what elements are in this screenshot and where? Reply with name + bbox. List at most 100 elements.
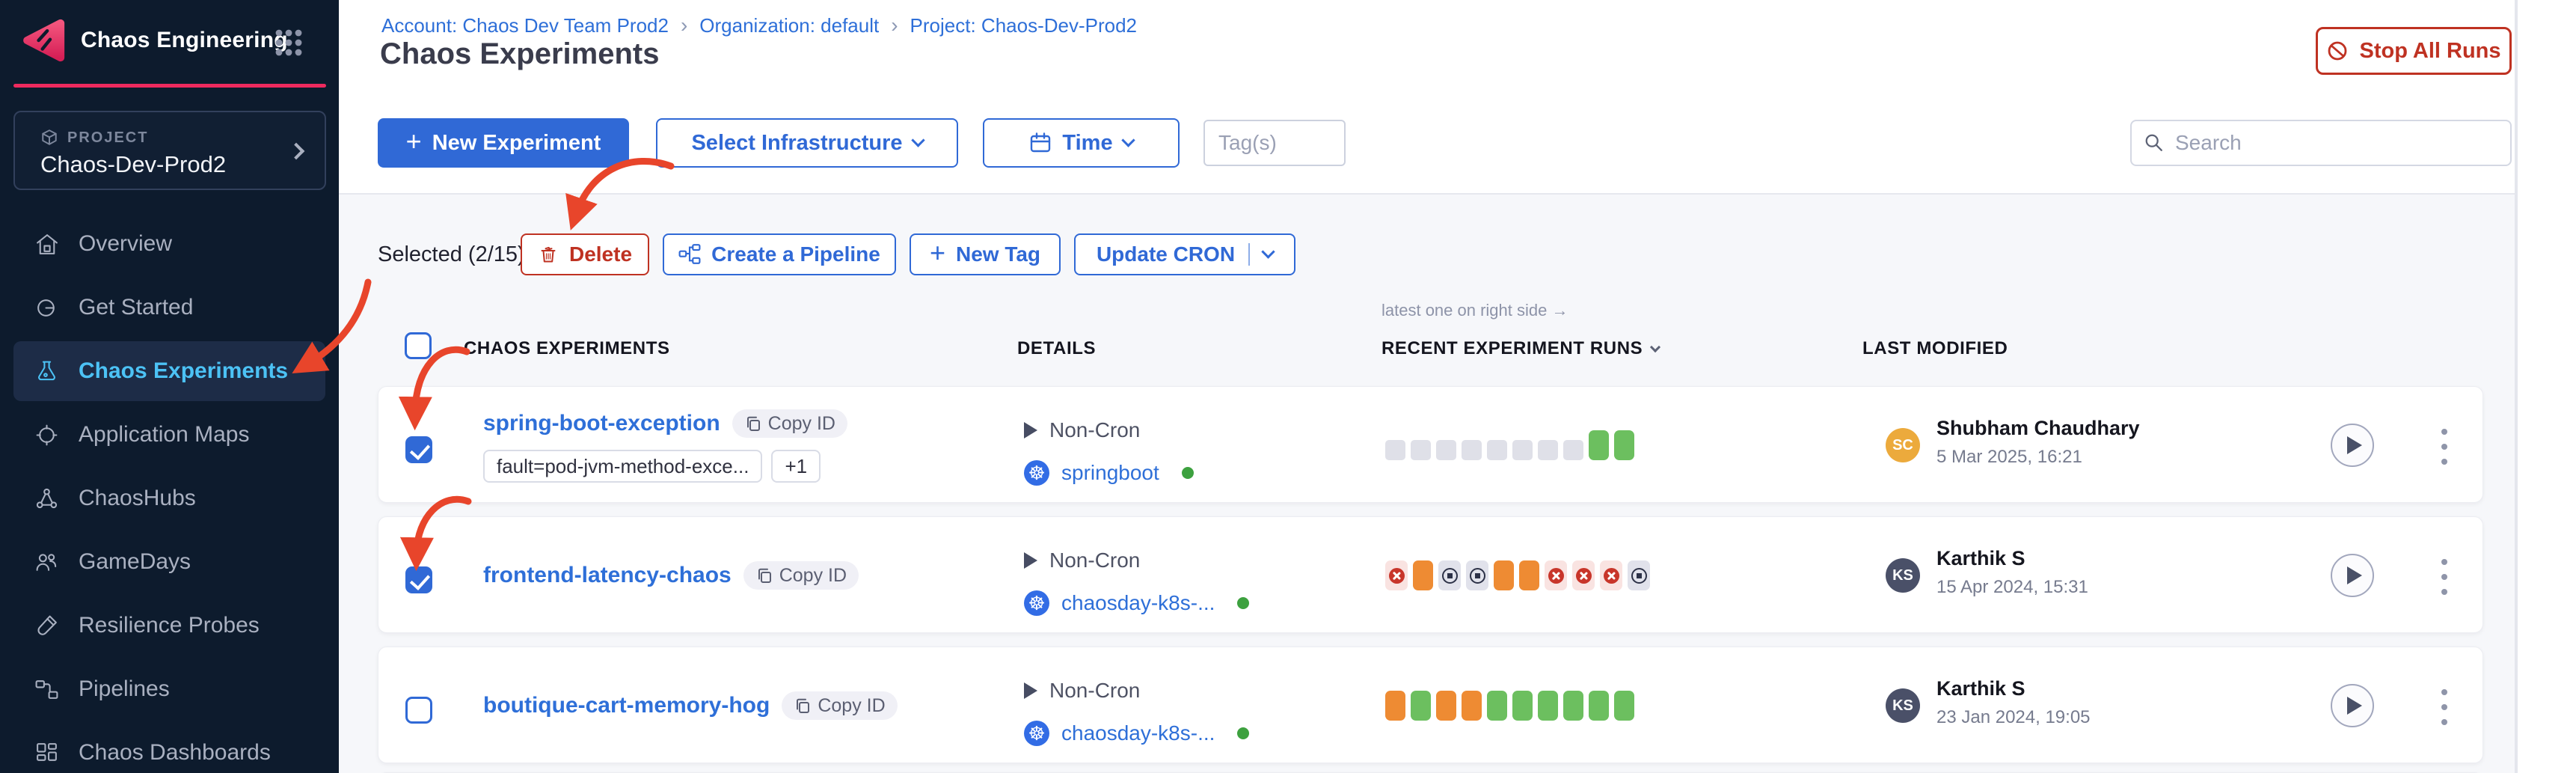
breadcrumb-link[interactable]: Account: Chaos Dev Team Prod2 <box>381 13 669 37</box>
experiment-name-link[interactable]: boutique-cart-memory-hog <box>483 693 770 718</box>
column-header-last-modified: LAST MODIFIED <box>1862 338 2008 358</box>
infrastructure-link[interactable]: chaosday-k8s-... <box>1061 721 1215 745</box>
expand-cron-icon[interactable] <box>1024 422 1037 439</box>
run-status-none[interactable] <box>1436 440 1456 460</box>
page-title: Chaos Experiments <box>380 37 660 70</box>
experiment-name-link[interactable]: frontend-latency-chaos <box>483 563 732 587</box>
copy-icon <box>746 416 760 431</box>
row-checkbox[interactable] <box>405 697 432 724</box>
recent-runs-cell <box>1385 560 1650 590</box>
run-status-stopped[interactable] <box>1436 691 1456 721</box>
run-status-terminated[interactable] <box>1466 560 1488 590</box>
row-menu-button[interactable] <box>2437 689 2452 725</box>
infrastructure-link[interactable]: springboot <box>1061 461 1159 484</box>
sidebar-item-pipelines[interactable]: Pipelines <box>13 659 325 719</box>
search-input[interactable] <box>2175 131 2498 155</box>
run-status-none[interactable] <box>1512 440 1533 460</box>
run-status-stopped[interactable] <box>1385 691 1405 721</box>
select-infrastructure-dropdown[interactable]: Select Infrastructure <box>656 118 958 168</box>
expand-cron-icon[interactable] <box>1024 682 1037 699</box>
run-status-completed[interactable] <box>1411 691 1431 721</box>
run-experiment-button[interactable] <box>2331 684 2374 727</box>
tags-filter-input[interactable] <box>1203 120 1346 166</box>
run-status-completed[interactable] <box>1538 691 1558 721</box>
avatar: SC <box>1886 428 1920 462</box>
run-status-stopped[interactable] <box>1413 560 1433 590</box>
experiment-name-link[interactable]: spring-boot-exception <box>483 411 720 436</box>
run-status-none[interactable] <box>1563 440 1583 460</box>
run-status-none[interactable] <box>1538 440 1558 460</box>
breadcrumb-link[interactable]: Project: Chaos-Dev-Prod2 <box>910 13 1138 37</box>
copy-id-button[interactable]: Copy ID <box>743 561 859 590</box>
run-experiment-button[interactable] <box>2331 554 2374 597</box>
run-status-completed[interactable] <box>1589 691 1609 721</box>
stop-all-runs-button[interactable]: Stop All Runs <box>2316 27 2512 75</box>
run-status-completed[interactable] <box>1589 430 1609 460</box>
home-icon <box>37 233 58 254</box>
column-header-recent-runs[interactable]: RECENT EXPERIMENT RUNS <box>1381 338 1661 359</box>
new-experiment-button[interactable]: + New Experiment <box>378 118 629 168</box>
delete-button[interactable]: Delete <box>521 233 649 275</box>
breadcrumb-separator: › <box>680 13 688 37</box>
calendar-icon <box>1031 132 1051 153</box>
run-status-completed[interactable] <box>1614 430 1634 460</box>
row-checkbox[interactable] <box>405 566 432 593</box>
run-status-terminated[interactable] <box>1438 560 1461 590</box>
row-menu-button[interactable] <box>2437 559 2452 595</box>
copy-icon <box>797 698 810 713</box>
expand-cron-icon[interactable] <box>1024 552 1037 569</box>
sidebar-item-gamedays[interactable]: GameDays <box>13 532 325 592</box>
create-pipeline-button[interactable]: Create a Pipeline <box>663 233 896 275</box>
run-status-completed[interactable] <box>1512 691 1533 721</box>
run-status-stopped[interactable] <box>1519 560 1539 590</box>
run-status-completed[interactable] <box>1614 691 1634 721</box>
scrollbar-gutter[interactable] <box>2516 0 2576 773</box>
chevron-down-icon <box>1650 341 1661 353</box>
cron-type-label: Non-Cron <box>1049 418 1141 442</box>
row-menu-button[interactable] <box>2437 429 2452 465</box>
sidebar-item-overview[interactable]: Overview <box>13 214 325 274</box>
sidebar-item-chaos-experiments[interactable]: Chaos Experiments <box>13 341 325 401</box>
run-status-none[interactable] <box>1411 440 1431 460</box>
run-status-failed[interactable] <box>1545 560 1567 590</box>
module-grid-icon[interactable] <box>275 28 303 57</box>
modified-date: 5 Mar 2025, 16:21 <box>1936 447 2082 467</box>
run-experiment-button[interactable] <box>2331 424 2374 467</box>
sidebar-item-resilience-probes[interactable]: Resilience Probes <box>13 596 325 656</box>
pipeline-icon <box>678 244 701 264</box>
modified-date: 15 Apr 2024, 15:31 <box>1936 577 2088 597</box>
new-tag-button[interactable]: + New Tag <box>910 233 1061 275</box>
sidebar-item-label: ChaosHubs <box>79 486 196 510</box>
gamedays-icon <box>36 553 57 571</box>
copy-id-button[interactable]: Copy ID <box>782 691 898 720</box>
row-checkbox[interactable] <box>405 436 432 463</box>
project-selector[interactable]: PROJECT Chaos-Dev-Prod2 <box>13 111 326 190</box>
run-status-stopped[interactable] <box>1494 560 1514 590</box>
run-status-none[interactable] <box>1385 440 1405 460</box>
run-status-completed[interactable] <box>1563 691 1583 721</box>
time-filter-dropdown[interactable]: Time <box>983 118 1180 168</box>
modified-by-name: Shubham Chaudhary <box>1936 417 2140 439</box>
update-cron-button[interactable]: Update CRON <box>1074 233 1295 275</box>
run-status-none[interactable] <box>1487 440 1507 460</box>
column-header-experiments: CHAOS EXPERIMENTS <box>464 338 670 358</box>
sidebar-item-chaos-dashboards[interactable]: Chaos Dashboards <box>13 723 325 773</box>
select-all-checkbox[interactable] <box>405 332 432 359</box>
run-status-stopped[interactable] <box>1462 691 1482 721</box>
infrastructure-link[interactable]: chaosday-k8s-... <box>1061 591 1215 614</box>
run-status-failed[interactable] <box>1600 560 1622 590</box>
run-status-completed[interactable] <box>1487 691 1507 721</box>
breadcrumb-link[interactable]: Organization: default <box>699 13 880 37</box>
sidebar-item-get-started[interactable]: Get Started <box>13 278 325 337</box>
run-status-failed[interactable] <box>1385 560 1408 590</box>
copy-id-button[interactable]: Copy ID <box>732 409 847 438</box>
run-status-failed[interactable] <box>1572 560 1595 590</box>
run-status-terminated[interactable] <box>1628 560 1650 590</box>
copy-icon <box>758 568 771 583</box>
sidebar-item-application-maps[interactable]: Application Maps <box>13 405 325 465</box>
recent-runs-cell <box>1385 691 1634 721</box>
chevron-down-icon <box>1261 245 1275 259</box>
run-status-none[interactable] <box>1462 440 1482 460</box>
sidebar-item-chaoshubs[interactable]: ChaosHubs <box>13 468 325 528</box>
kubernetes-icon: ☸ <box>1024 721 1049 746</box>
